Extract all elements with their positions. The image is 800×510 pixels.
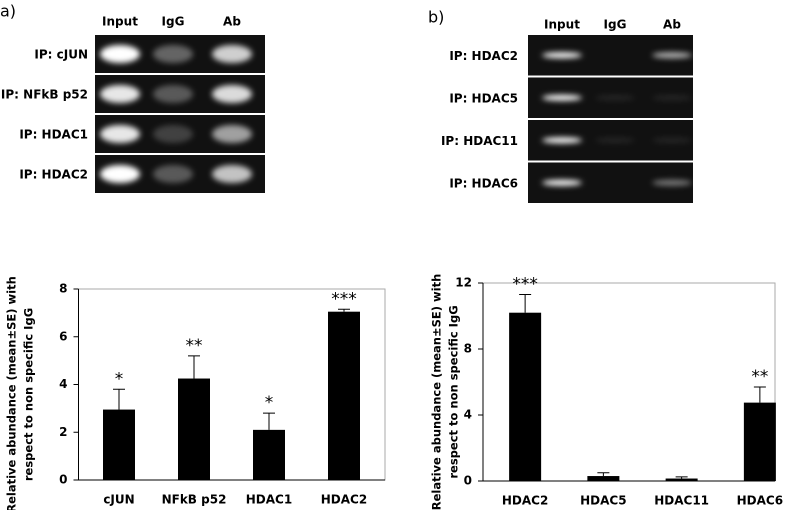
lane-label: Ab [223,15,241,29]
y-axis-label: Relative abundance (mean±SE) with [430,274,444,510]
y-tick-label: 8 [464,342,472,356]
y-axis-label: respect to non specific IgG [22,308,36,481]
significance: *** [331,289,357,309]
gel-band [212,45,252,63]
y-tick-label: 0 [59,473,67,487]
lane-label: Ab [663,18,681,32]
x-tick-label: HDAC5 [580,494,626,508]
x-tick-label: NFkB p52 [162,493,227,507]
y-tick-label: 6 [59,329,67,343]
bar [103,409,135,480]
gel-band [100,125,140,143]
y-tick-label: 4 [464,408,472,422]
x-tick-label: HDAC2 [502,494,548,508]
gel-band [595,94,635,101]
bar [587,476,620,481]
row-label: IP: HDAC2 [449,49,518,63]
row-label: IP: HDAC6 [449,176,518,190]
bar [665,478,698,481]
error-bar [675,476,688,479]
error-bar [597,472,610,477]
row-label: IP: HDAC2 [19,168,88,182]
gel-band [652,94,692,101]
bar [509,312,542,481]
gel-band [153,125,193,143]
significance: *** [512,275,538,295]
gel-band [100,165,140,183]
row-label: IP: HDAC11 [441,134,518,148]
significance: * [265,393,274,413]
gel-band [542,52,582,59]
gel-band [595,137,635,144]
gel-band [542,137,582,144]
panel-label: b) [428,8,444,27]
y-tick-label: 8 [59,282,67,296]
bar [253,429,285,480]
error-bar [113,388,125,410]
gel-band [652,52,692,59]
gel-band [153,165,193,183]
row-label: IP: cJUN [34,48,88,62]
lane-label: IgG [604,18,627,32]
y-tick-label: 0 [464,474,472,488]
y-tick-label: 12 [455,276,472,290]
bar [178,378,210,480]
y-axis-label: Relative abundance (mean±SE) with [5,276,19,510]
panel-label: a) [0,2,16,21]
gel-band [212,85,252,103]
gel-band [153,85,193,103]
gel-band [652,137,692,144]
x-tick-label: cJUN [103,493,134,507]
gel-band [542,179,582,186]
row-label: IP: NFkB p52 [1,88,88,102]
lane-label: Input [102,15,138,29]
gel-band [100,85,140,103]
x-tick-label: HDAC1 [246,493,292,507]
error-bar [338,308,350,312]
row-label: IP: HDAC1 [19,128,88,142]
x-tick-label: HDAC11 [654,494,709,508]
error-bar [263,412,275,430]
gel-band [100,45,140,63]
lane-label: Input [544,18,580,32]
gel-band [652,179,692,186]
error-bar [188,355,200,379]
lane-label: IgG [162,15,185,29]
y-tick-label: 4 [59,377,67,391]
gel-band [153,45,193,63]
bar [743,402,776,481]
significance: ** [751,367,768,387]
row-label: IP: HDAC5 [449,91,518,105]
error-bar [519,294,532,313]
significance: ** [186,336,203,356]
error-bar [753,386,766,403]
significance: * [115,369,124,389]
gel-band [212,125,252,143]
gel-band [542,94,582,101]
y-axis-label: respect to non specific IgG [447,305,461,478]
bar [328,311,360,480]
gel-band [212,165,252,183]
x-tick-label: HDAC6 [737,494,783,508]
y-tick-label: 2 [59,425,67,439]
x-tick-label: HDAC2 [321,493,367,507]
